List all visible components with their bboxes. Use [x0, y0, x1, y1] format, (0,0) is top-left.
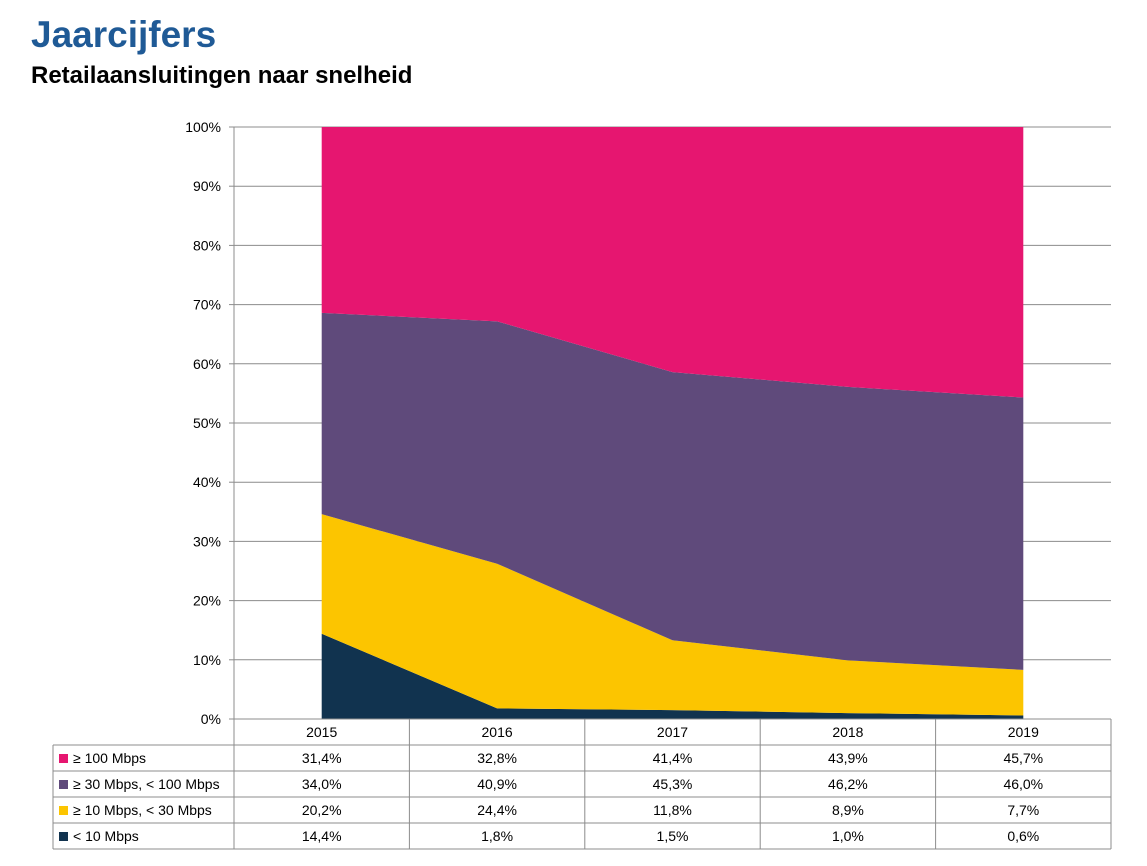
y-tick-label: 40% — [193, 474, 221, 490]
page-subtitle: Retailaansluitingen naar snelheid — [31, 62, 413, 89]
legend-label: ≥ 100 Mbps — [73, 750, 146, 766]
table-cell-value: 11,8% — [653, 802, 692, 818]
x-tick-label: 2017 — [657, 724, 688, 740]
legend-label: < 10 Mbps — [73, 828, 139, 844]
table-cell-value: 0,6% — [1007, 828, 1039, 844]
area-series-100-mbps — [321, 127, 1024, 398]
table-cell-value: 1,5% — [657, 828, 689, 844]
table-cell-value: 20,2% — [302, 802, 342, 818]
table-cell-value: 32,8% — [477, 750, 517, 766]
y-tick-label: 70% — [193, 297, 221, 313]
x-tick-label: 2016 — [482, 724, 513, 740]
y-tick-label: 60% — [193, 356, 221, 372]
legend-swatch — [59, 780, 68, 789]
legend-swatch — [59, 832, 68, 841]
y-tick-label: 30% — [193, 533, 221, 549]
table-cell-value: 41,4% — [653, 750, 693, 766]
y-tick-label: 90% — [193, 178, 221, 194]
y-tick-label: 80% — [193, 237, 221, 253]
area-series-10-mbps — [321, 633, 1024, 719]
y-tick-label: 0% — [201, 711, 221, 727]
table-cell-value: 14,4% — [302, 828, 342, 844]
table-cell-value: 1,0% — [832, 828, 864, 844]
y-tick-label: 20% — [193, 593, 221, 609]
x-tick-label: 2018 — [832, 724, 863, 740]
legend-swatch — [59, 754, 68, 763]
table-cell-value: 31,4% — [302, 750, 342, 766]
table-cell-value: 1,8% — [481, 828, 513, 844]
legend-label: ≥ 10 Mbps, < 30 Mbps — [73, 802, 212, 818]
legend-label: ≥ 30 Mbps, < 100 Mbps — [73, 776, 220, 792]
table-cell-value: 46,2% — [828, 776, 868, 792]
table-cell-value: 45,7% — [1003, 750, 1043, 766]
area-series-10-mbps-30-mbps — [321, 514, 1024, 716]
x-tick-label: 2019 — [1008, 724, 1039, 740]
table-cell-value: 45,3% — [653, 776, 693, 792]
page-title: Jaarcijfers — [31, 14, 217, 55]
table-cell-value: 24,4% — [477, 802, 517, 818]
y-tick-label: 10% — [193, 652, 221, 668]
legend-swatch — [59, 806, 68, 815]
y-tick-label: 100% — [185, 119, 221, 135]
table-cell-value: 8,9% — [832, 802, 864, 818]
table-cell-value: 43,9% — [828, 750, 868, 766]
table-cell-value: 46,0% — [1003, 776, 1043, 792]
x-tick-label: 2015 — [306, 724, 337, 740]
area-series-30-mbps-100-mbps — [321, 312, 1024, 670]
table-cell-value: 40,9% — [477, 776, 517, 792]
table-cell-value: 7,7% — [1007, 802, 1039, 818]
y-tick-label: 50% — [193, 415, 221, 431]
table-cell-value: 34,0% — [302, 776, 342, 792]
